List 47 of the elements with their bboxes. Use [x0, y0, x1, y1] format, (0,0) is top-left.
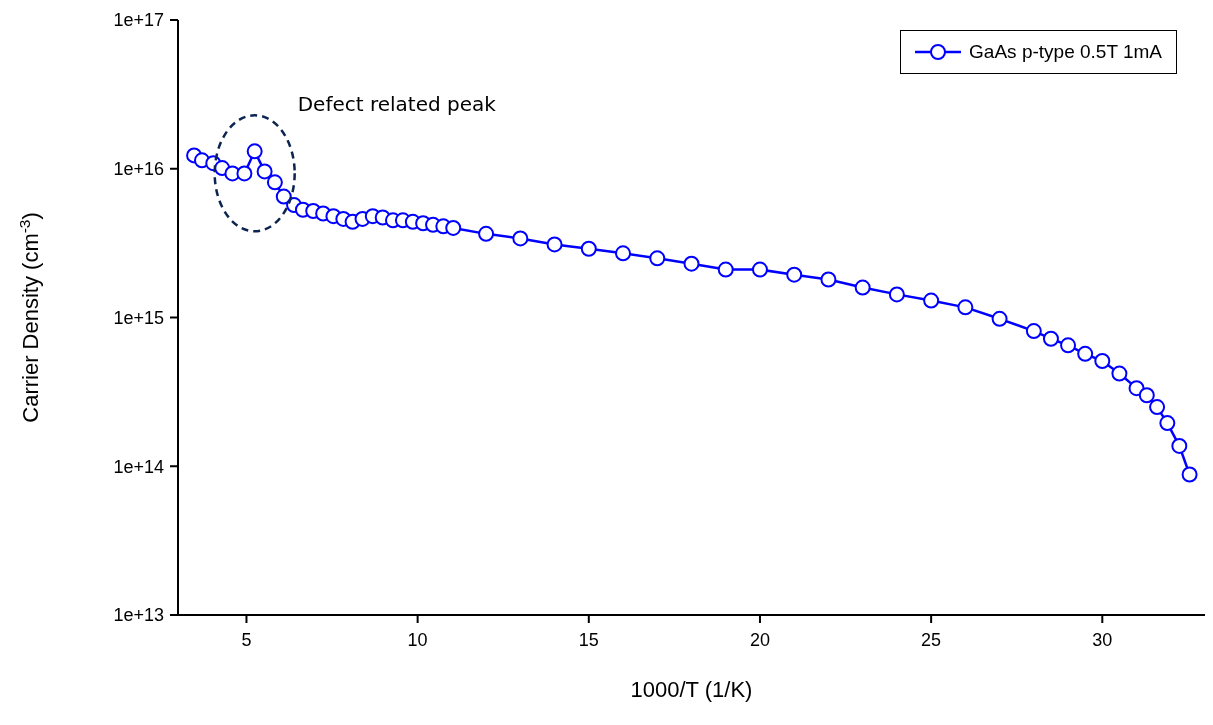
point — [1138, 387, 1155, 404]
y-tick-label: 1e+13 — [113, 605, 164, 626]
y-tick-label: 1e+17 — [113, 10, 164, 31]
point — [580, 240, 597, 257]
point — [717, 261, 734, 278]
point — [1111, 365, 1128, 382]
x-tick-label: 25 — [921, 629, 942, 650]
x-tick-label: 30 — [1092, 629, 1113, 650]
point — [683, 255, 700, 272]
x-tick-label: 20 — [749, 629, 770, 650]
point — [854, 279, 871, 296]
point — [266, 174, 283, 191]
point — [820, 271, 837, 288]
point — [478, 225, 495, 242]
x-tick-label: 5 — [241, 629, 252, 650]
point — [649, 250, 666, 267]
y-tick-label: 1e+16 — [113, 159, 164, 180]
point — [275, 188, 292, 205]
point — [1171, 437, 1188, 454]
point — [751, 261, 768, 278]
point — [246, 143, 263, 160]
point — [1094, 353, 1111, 369]
legend-label: GaAs p-type 0.5T 1mA — [969, 41, 1162, 63]
point — [786, 266, 803, 283]
annotation: Defect related peak — [297, 92, 497, 117]
point — [615, 245, 632, 262]
point — [1042, 330, 1059, 347]
point — [957, 299, 974, 316]
x-tick-label: 15 — [578, 629, 599, 650]
point — [236, 165, 253, 182]
point — [1149, 399, 1166, 416]
point — [1077, 345, 1094, 362]
point — [445, 219, 462, 236]
point — [1181, 466, 1198, 483]
point — [1159, 415, 1176, 432]
point — [512, 230, 529, 247]
point — [923, 292, 940, 309]
y-tick-label: 1e+14 — [113, 456, 164, 477]
x-tick-label: 10 — [407, 629, 428, 650]
point — [1025, 323, 1042, 340]
x-axis-title: 1000/T (1/K) — [630, 677, 753, 702]
point — [1060, 337, 1077, 354]
point — [888, 286, 905, 303]
point — [546, 236, 563, 253]
point — [256, 163, 273, 180]
point — [991, 310, 1008, 327]
y-tick-label: 1e+15 — [113, 307, 164, 328]
